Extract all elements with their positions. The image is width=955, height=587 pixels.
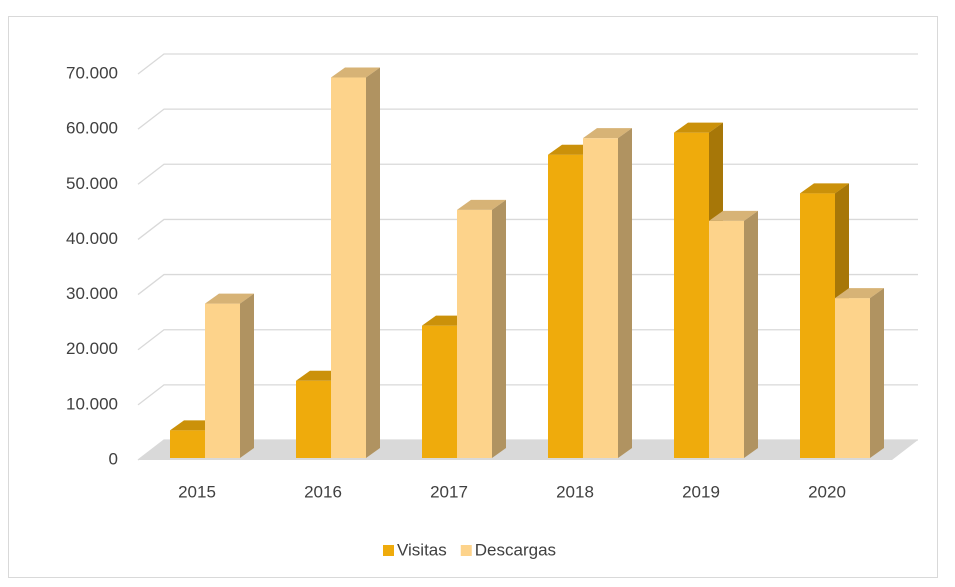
bar-front <box>422 325 457 458</box>
bar <box>583 128 632 458</box>
legend-label: Descargas <box>475 540 556 559</box>
bar-side <box>492 199 506 458</box>
bar <box>709 210 758 458</box>
bar-front <box>674 132 709 458</box>
y-tick-label: 70.000 <box>66 63 118 82</box>
x-tick-label: 2016 <box>304 482 342 501</box>
legend-swatch <box>460 545 472 556</box>
bar-top-shade <box>457 199 506 210</box>
bar-top <box>457 199 506 210</box>
bar-side <box>240 293 254 458</box>
y-tick-label: 10.000 <box>66 394 118 413</box>
bar-top-shade <box>800 183 849 194</box>
bar-side <box>618 128 632 458</box>
bar-side-shade <box>744 210 758 458</box>
bar-top-shade <box>835 288 884 299</box>
grid-line <box>137 218 918 240</box>
bar-side-shade <box>492 199 506 458</box>
legend-label: Visitas <box>397 540 447 559</box>
bar-top-shade <box>205 293 254 304</box>
bar-side-shade <box>870 288 884 458</box>
bar-top <box>709 210 758 221</box>
bar-front <box>331 77 366 458</box>
x-tick-label: 2015 <box>178 482 216 501</box>
bar-top-shade <box>583 128 632 139</box>
bar-side-shade <box>366 67 380 458</box>
bar-front <box>800 193 835 459</box>
bar <box>835 288 884 458</box>
bar-top-shade <box>709 210 758 221</box>
x-tick-label: 2018 <box>556 482 594 501</box>
bar-top-shade <box>674 122 723 133</box>
bar-front <box>170 430 205 458</box>
bar-top <box>674 122 723 133</box>
x-tick-label: 2020 <box>808 482 846 501</box>
grid-line <box>137 329 918 351</box>
bars: 2015 2016 2017 2018 2019 2020 <box>170 67 884 501</box>
bar-top <box>835 288 884 299</box>
bar-top <box>205 293 254 304</box>
bar-top <box>800 183 849 194</box>
bar-front <box>457 209 492 458</box>
legend: Visitas Descargas <box>383 540 556 559</box>
bar-top-shade <box>331 67 380 78</box>
x-tick-label: 2019 <box>682 482 720 501</box>
bar-front <box>296 380 331 458</box>
legend-swatch <box>383 545 394 556</box>
bar <box>457 199 506 458</box>
bar-front <box>583 138 618 458</box>
bar-front <box>835 298 870 458</box>
grid-line <box>137 384 918 406</box>
bar-side <box>366 67 380 458</box>
y-tick-label: 40.000 <box>66 229 118 248</box>
grid-line <box>137 53 918 75</box>
bar-side-shade <box>618 128 632 458</box>
y-tick-label: 50.000 <box>66 174 118 193</box>
bar <box>205 293 254 458</box>
bar-front <box>548 154 583 458</box>
y-tick-label: 30.000 <box>66 284 118 303</box>
bar-front <box>709 220 744 458</box>
bar-top <box>583 128 632 139</box>
bar-top <box>331 67 380 78</box>
x-tick-label: 2017 <box>430 482 468 501</box>
grid-line <box>137 108 918 130</box>
y-tick-label: 20.000 <box>66 339 118 358</box>
bar-side-shade <box>240 293 254 458</box>
grid-line <box>137 163 918 185</box>
bar-side <box>870 288 884 458</box>
y-tick-label: 60.000 <box>66 119 118 138</box>
bar <box>331 67 380 458</box>
grid-line <box>137 273 918 296</box>
bar-front <box>205 303 240 458</box>
y-tick-label: 0 <box>109 449 118 468</box>
bar-side <box>744 210 758 458</box>
